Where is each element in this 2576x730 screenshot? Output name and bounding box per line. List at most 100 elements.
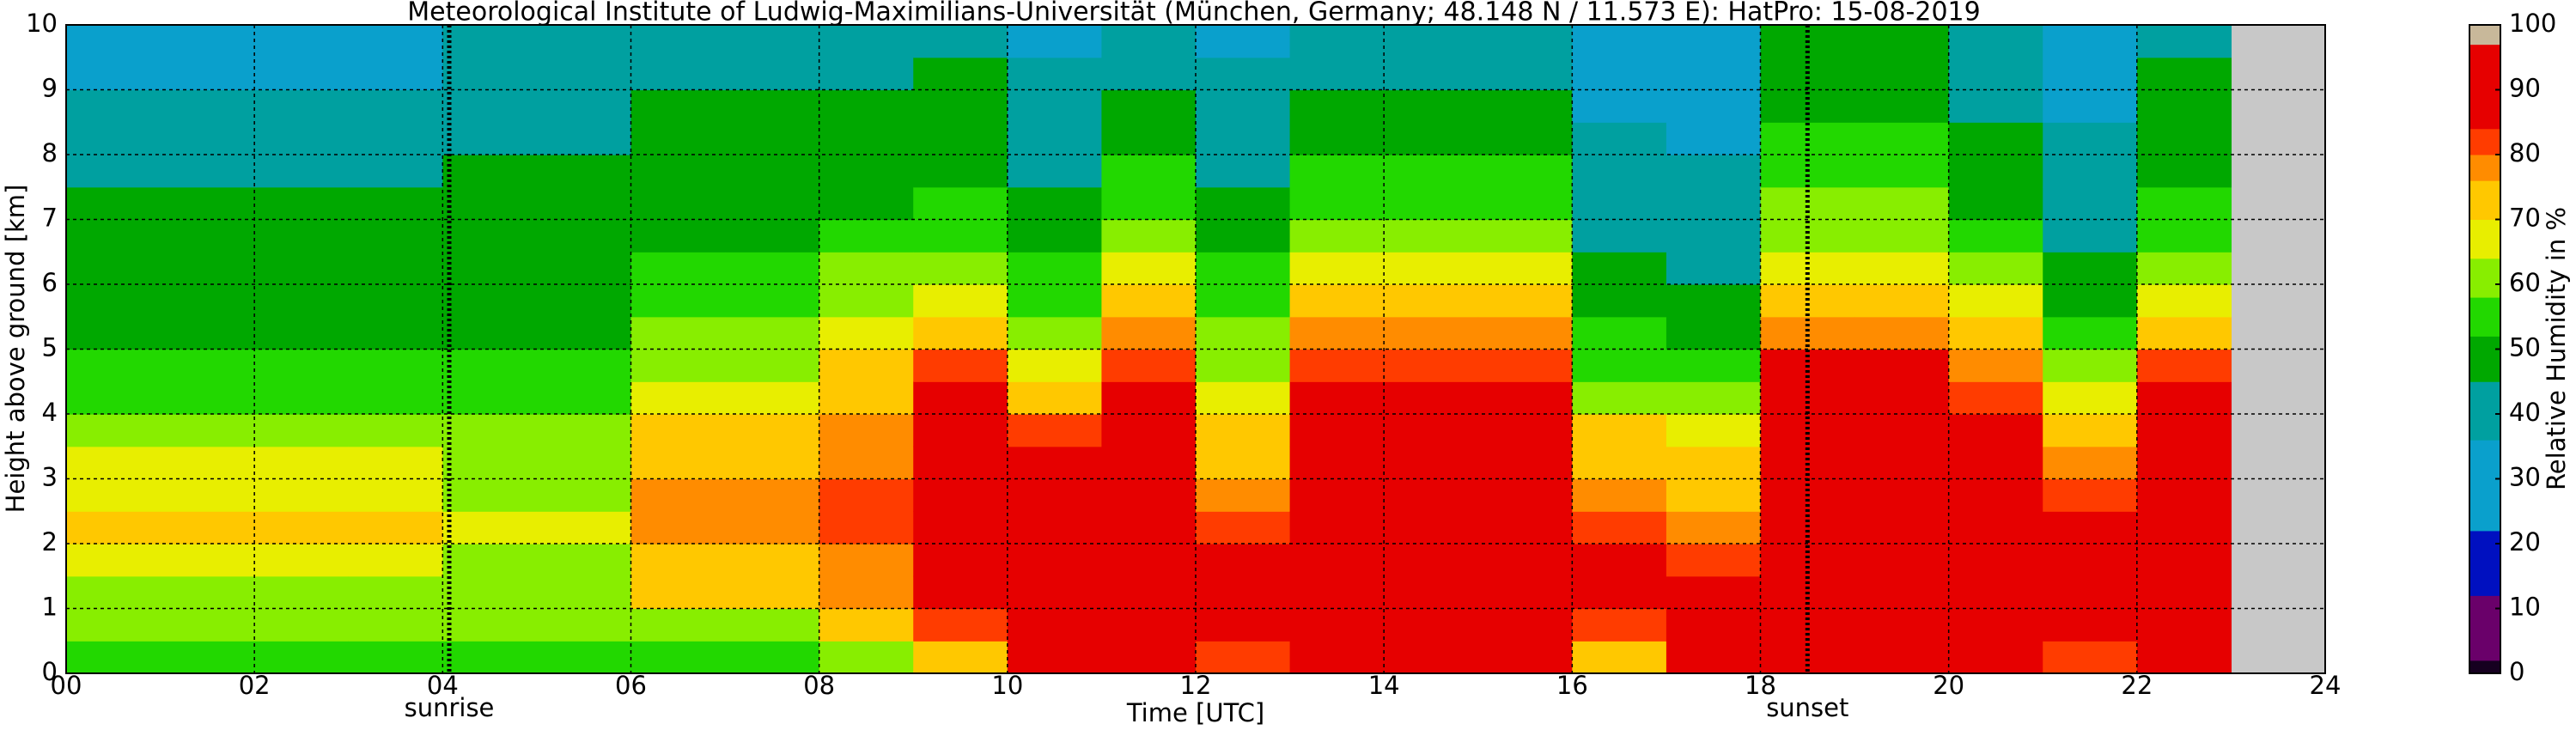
heatmap-cell (254, 219, 350, 252)
heatmap-cell (348, 316, 443, 350)
heatmap-cell (2043, 349, 2138, 382)
heatmap-cell (1572, 284, 1667, 318)
heatmap-cell (1101, 316, 1197, 350)
heatmap-cell (725, 641, 820, 674)
heatmap-cell (630, 414, 726, 447)
heatmap-cell (630, 349, 726, 382)
heatmap-cell (348, 25, 443, 58)
heatmap-cell (1477, 381, 1573, 415)
annotation-label: sunset (1766, 693, 1848, 722)
heatmap-cell (2043, 284, 2138, 318)
heatmap-cell (2136, 544, 2232, 577)
heatmap-cell (819, 641, 914, 674)
heatmap-cell (1948, 316, 2043, 350)
colorbar-tick-label: 70 (2509, 204, 2541, 233)
heatmap-cell (913, 122, 1008, 155)
heatmap-cell (66, 478, 161, 512)
heatmap-cell (1384, 25, 1479, 58)
heatmap-cell (630, 284, 726, 318)
heatmap-cell (1384, 155, 1479, 188)
heatmap-cell (1854, 122, 1950, 155)
colorbar-segment (2469, 44, 2500, 130)
heatmap-cell (1666, 446, 1762, 480)
heatmap-cell (2043, 446, 2138, 480)
heatmap-cell (725, 219, 820, 252)
y-tick-label: 2 (42, 527, 58, 557)
heatmap-cell (1572, 608, 1667, 642)
heatmap-cell (1572, 446, 1667, 480)
colorbar-segment (2469, 336, 2500, 382)
heatmap-cell (1948, 641, 2043, 674)
colorbar-segment (2469, 381, 2500, 441)
heatmap-cell (1007, 25, 1103, 58)
colorbar-tick-label: 90 (2509, 74, 2541, 103)
heatmap-cell (254, 575, 350, 610)
colorbar-segment (2469, 595, 2500, 661)
heatmap-cell (1477, 252, 1573, 285)
heatmap-cell (254, 608, 350, 642)
colorbar-segment (2469, 155, 2500, 181)
heatmap-cell (2136, 89, 2232, 123)
heatmap-cell (2043, 544, 2138, 577)
heatmap-cell (630, 316, 726, 350)
heatmap-cell (1196, 446, 1291, 480)
colorbar-tick-label: 80 (2509, 138, 2541, 167)
heatmap-cell (1854, 608, 1950, 642)
heatmap-cell (1289, 575, 1385, 610)
heatmap-cell (2043, 608, 2138, 642)
heatmap-cell (819, 381, 914, 415)
heatmap-cell (1289, 641, 1385, 674)
heatmap-cell (913, 89, 1008, 123)
heatmap-cell (1289, 349, 1385, 382)
heatmap-cell (254, 186, 350, 221)
heatmap-cell (348, 511, 443, 544)
y-tick-label: 10 (26, 9, 58, 38)
heatmap-cell (348, 414, 443, 447)
heatmap-cell (1572, 544, 1667, 577)
heatmap-cell (1101, 478, 1197, 512)
heatmap-cell (1948, 186, 2043, 221)
heatmap-cell (1854, 641, 1950, 674)
heatmap-cell (1196, 381, 1291, 415)
heatmap-cell (160, 446, 255, 480)
heatmap-cell (1854, 446, 1950, 480)
heatmap-cell (442, 414, 538, 447)
x-tick-label: 18 (1745, 671, 1776, 700)
heatmap-cell (536, 122, 632, 155)
heatmap-cell (536, 252, 632, 285)
heatmap-cell (2136, 252, 2232, 285)
heatmap-cell (1948, 608, 2043, 642)
heatmap-cell (2136, 316, 2232, 350)
heatmap-cell (913, 544, 1008, 577)
colorbar-segment (2469, 660, 2500, 674)
y-tick-label: 1 (42, 593, 58, 622)
heatmap-cell (66, 446, 161, 480)
heatmap-cell (1007, 316, 1103, 350)
heatmap-cell (254, 284, 350, 318)
heatmap-cell (1854, 219, 1950, 252)
heatmap-cell (819, 446, 914, 480)
heatmap-cell (1854, 511, 1950, 544)
heatmap-cell (1196, 641, 1291, 674)
heatmap-cell (913, 57, 1008, 91)
colorbar-tick-label: 30 (2509, 463, 2541, 492)
heatmap-cell (1007, 155, 1103, 188)
heatmap-cell (819, 186, 914, 221)
heatmap-cell (254, 89, 350, 123)
heatmap-cell (1196, 252, 1291, 285)
heatmap-cell (1572, 25, 1667, 58)
heatmap-cell (2043, 381, 2138, 415)
heatmap-cell (1196, 478, 1291, 512)
heatmap-cell (913, 575, 1008, 610)
heatmap-cell (1007, 544, 1103, 577)
heatmap-cell (1666, 122, 1762, 155)
heatmap-cell (442, 186, 538, 221)
heatmap-cell (1666, 89, 1762, 123)
heatmap-cell (1196, 511, 1291, 544)
heatmap-cell (1666, 349, 1762, 382)
heatmap-cell (442, 252, 538, 285)
heatmap-cell (1196, 608, 1291, 642)
heatmap-cell (725, 446, 820, 480)
heatmap-cell (536, 186, 632, 221)
heatmap-cell (1666, 381, 1762, 415)
